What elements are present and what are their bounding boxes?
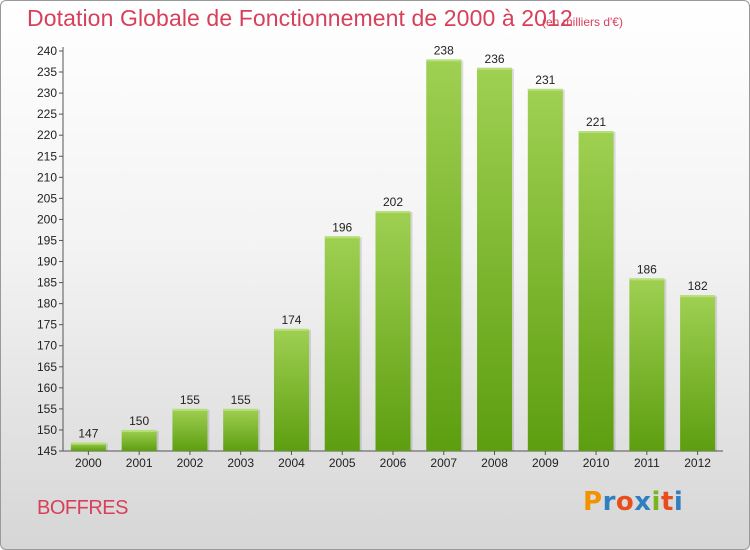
value-label-2012: 182 [688,279,708,293]
bar-highlight [324,236,360,239]
logo-letter: i [673,487,684,517]
bar-highlight [375,211,411,213]
y-tick-label: 195 [37,233,57,247]
bar-highlight [70,442,106,445]
x-tick-label-2006: 2006 [380,456,407,470]
value-label-2001: 150 [129,414,149,428]
bar-highlight [477,67,513,70]
value-label-2005: 196 [332,220,352,234]
bar-highlight [680,295,716,298]
y-tick-label: 160 [37,381,57,395]
bar-highlight [172,408,208,411]
y-tick-label: 205 [37,191,57,205]
bar-highlight [527,88,563,91]
x-tick-label-2001: 2001 [126,456,153,470]
y-tick-label: 200 [37,212,57,226]
logo-letter: P [583,487,603,517]
value-label-2007: 238 [434,43,454,57]
y-tick-label: 220 [37,128,57,142]
y-tick-label: 145 [37,444,57,458]
bar-2005 [324,236,360,451]
x-tick-label-2009: 2009 [532,456,559,470]
value-label-2009: 231 [535,73,555,87]
value-label-2002: 155 [180,393,200,407]
bar-2008 [477,67,513,451]
bar-2002 [172,408,208,451]
y-tick-label: 235 [37,65,57,79]
logo-letter: t [660,487,674,517]
bar-2009 [527,88,563,451]
bar-2007 [426,59,462,451]
x-tick-label-2012: 2012 [684,456,711,470]
y-tick-label: 150 [37,423,57,437]
x-tick-label-2003: 2003 [227,456,254,470]
value-label-2010: 221 [586,115,606,129]
y-tick-label: 165 [37,360,57,374]
value-label-2003: 155 [231,393,251,407]
bar-highlight [121,429,157,432]
value-label-2008: 236 [485,52,505,66]
y-tick-label: 190 [37,255,57,269]
bar-highlight [629,278,665,281]
bar-highlight [426,59,462,62]
chart-subtitle: (en milliers d'€) [542,15,623,29]
y-tick-label: 240 [37,44,57,58]
bar-2012 [680,295,716,451]
bar-highlight [273,328,309,331]
bar-highlight [578,131,614,133]
x-tick-label-2010: 2010 [583,456,610,470]
y-tick-label: 185 [37,276,57,290]
logo-letter: r [602,487,616,517]
bar-2000 [70,442,106,451]
value-label-2000: 147 [78,427,98,441]
bar-highlight [223,408,259,411]
logo-letter: o [615,487,635,517]
bar-2006 [375,211,411,451]
commune-name: BOFFRES [37,497,128,519]
y-tick-label: 225 [37,107,57,121]
chart-title: Dotation Globale de Fonctionnement de 20… [27,5,573,31]
y-tick-label: 230 [37,86,57,100]
y-tick-label: 170 [37,339,57,353]
y-tick-label: 210 [37,170,57,184]
bar-2001 [121,429,157,451]
x-tick-label-2004: 2004 [278,456,305,470]
y-tick-label: 180 [37,297,57,311]
x-tick-label-2005: 2005 [329,456,356,470]
x-tick-label-2011: 2011 [634,456,660,470]
y-tick-label: 175 [37,318,57,332]
bar-2003 [223,408,259,451]
bar-2010 [578,131,614,451]
bar-2011 [629,278,665,451]
y-tick-label: 215 [37,149,57,163]
x-tick-label-2000: 2000 [75,456,102,470]
x-tick-label-2008: 2008 [481,456,508,470]
logo-letter: x [634,487,652,517]
x-tick-label-2007: 2007 [430,456,457,470]
y-tick-label: 155 [37,402,57,416]
value-label-2011: 186 [637,262,657,276]
bar-2004 [273,328,309,451]
value-label-2004: 174 [281,313,301,327]
logo-letter: i [651,487,661,517]
value-label-2006: 202 [383,195,403,209]
proxiti-logo: Proxiti [583,487,683,517]
x-tick-label-2002: 2002 [177,456,204,470]
